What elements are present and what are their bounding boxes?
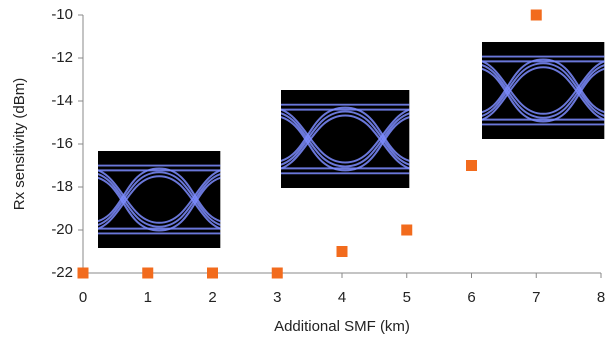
y-tick-label: -14	[51, 92, 73, 109]
eye-diagram	[472, 42, 607, 139]
eye-diagram	[270, 90, 420, 188]
data-point	[466, 160, 477, 171]
data-point	[401, 225, 412, 236]
x-axis-label: Additional SMF (km)	[274, 318, 410, 335]
y-tick-label: -22	[51, 264, 73, 281]
y-tick-label: -12	[51, 49, 73, 66]
data-point	[272, 268, 283, 279]
data-point	[531, 10, 542, 21]
y-tick-label: -18	[51, 178, 73, 195]
x-tick-label: 1	[144, 289, 152, 306]
x-tick-label: 5	[403, 289, 411, 306]
x-tick-label: 3	[273, 289, 281, 306]
x-tick-label: 6	[467, 289, 475, 306]
data-point	[78, 268, 89, 279]
x-tick-label: 0	[79, 289, 87, 306]
eye-diagram	[88, 151, 231, 248]
y-tick-label: -10	[51, 6, 73, 23]
data-point	[337, 246, 348, 257]
y-tick-label: -20	[51, 221, 73, 238]
y-tick-label: -16	[51, 135, 73, 152]
x-tick-label: 2	[208, 289, 216, 306]
x-tick-label: 8	[597, 289, 605, 306]
chart: Rx sensitivity (dBm) Additional SMF (km)…	[0, 0, 607, 339]
x-tick-label: 4	[338, 289, 346, 306]
x-tick-label: 7	[532, 289, 540, 306]
y-axis-label: Rx sensitivity (dBm)	[11, 78, 28, 211]
data-point	[142, 268, 153, 279]
data-point	[207, 268, 218, 279]
